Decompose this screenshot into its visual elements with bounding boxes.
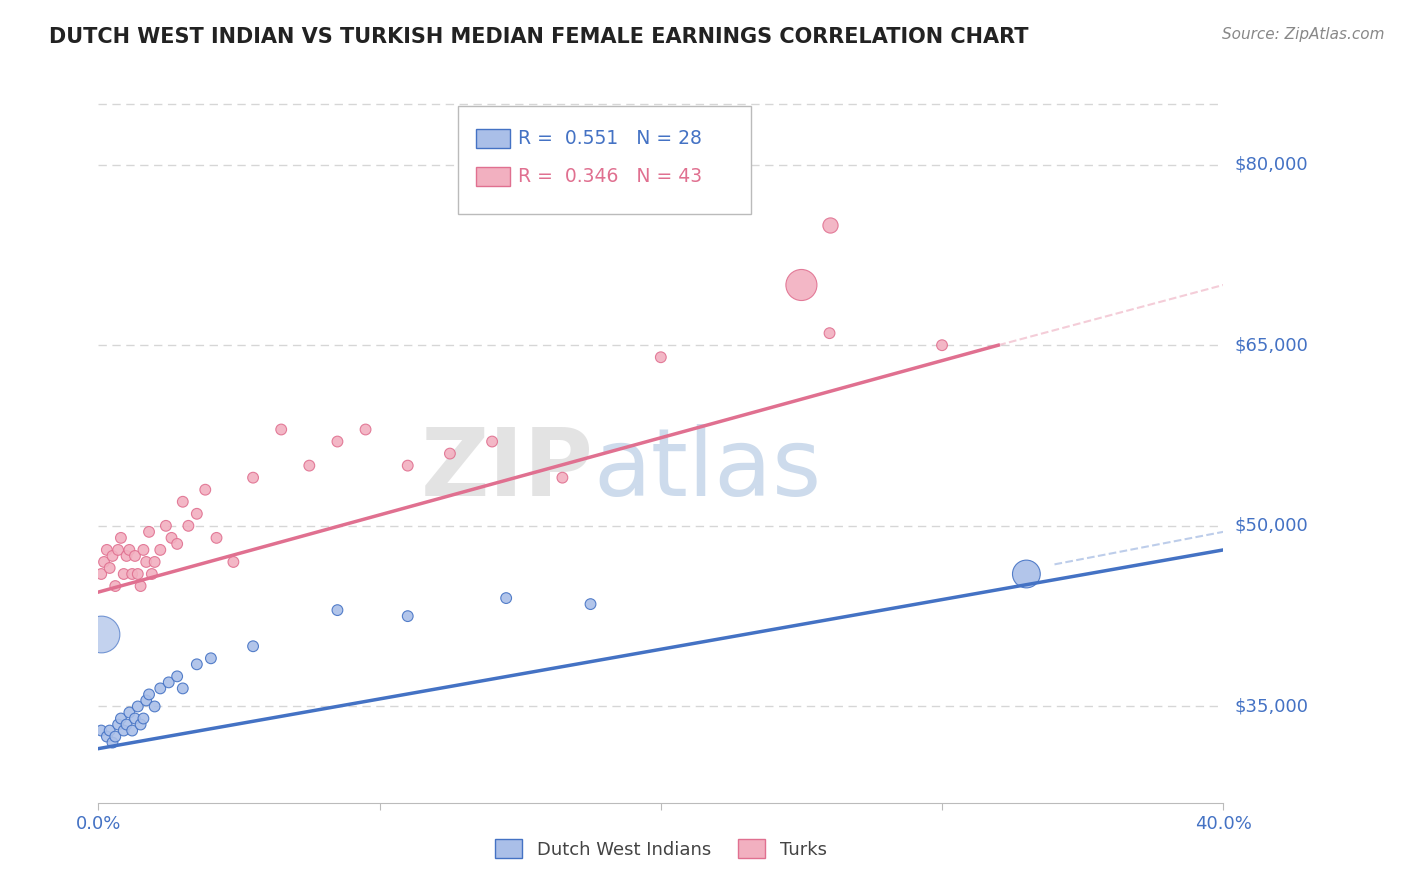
Point [96,730,118,744]
Text: $80,000: $80,000 [1234,155,1308,174]
Point [124,712,146,726]
Text: $50,000: $50,000 [1234,516,1308,535]
Point [135,555,157,569]
Point [149,542,172,557]
Point [790,277,813,292]
Point [149,681,172,696]
Point [194,483,217,497]
Point [90,723,112,738]
Point [270,422,292,436]
Point [166,537,188,551]
Point [115,717,138,731]
Point [112,723,135,738]
Point [579,597,602,611]
Point [495,591,517,606]
Point [186,657,208,672]
Point [132,712,155,726]
Point [138,524,160,539]
Point [166,669,188,683]
Point [129,579,152,593]
Point [143,555,166,569]
Point [127,567,149,582]
FancyBboxPatch shape [458,105,751,214]
Legend: Dutch West Indians, Turks: Dutch West Indians, Turks [488,832,834,866]
Text: atlas: atlas [593,425,821,516]
Point [242,470,264,484]
Point [115,549,138,563]
Text: R =  0.551   N = 28: R = 0.551 N = 28 [517,129,702,148]
Point [354,422,377,436]
Point [93,555,115,569]
Point [186,507,208,521]
Point [124,549,146,563]
Point [143,699,166,714]
Point [818,218,841,232]
Point [121,723,143,738]
Point [160,531,183,545]
Point [98,561,121,575]
Point [104,579,127,593]
Point [141,567,163,582]
Point [326,434,349,449]
Point [818,326,841,340]
Point [104,730,127,744]
Text: $65,000: $65,000 [1234,336,1309,354]
Point [481,434,503,449]
Point [110,531,132,545]
Point [172,494,194,508]
Point [177,518,200,533]
Text: Source: ZipAtlas.com: Source: ZipAtlas.com [1222,27,1385,42]
Point [132,542,155,557]
Text: R =  0.346   N = 43: R = 0.346 N = 43 [517,167,702,186]
Point [118,706,141,720]
Point [222,555,245,569]
FancyBboxPatch shape [477,167,510,186]
Point [107,542,129,557]
Point [101,735,124,749]
Point [107,717,129,731]
Point [138,687,160,701]
Text: $35,000: $35,000 [1234,698,1309,715]
Point [326,603,349,617]
Point [205,531,228,545]
Point [551,470,574,484]
Point [110,712,132,726]
Point [96,542,118,557]
Point [90,627,112,641]
Point [172,681,194,696]
Point [650,350,672,364]
Point [396,458,419,473]
Point [121,567,143,582]
Point [157,675,180,690]
Point [931,338,953,352]
Point [242,639,264,653]
Point [90,567,112,582]
Point [155,518,177,533]
Point [298,458,321,473]
Text: DUTCH WEST INDIAN VS TURKISH MEDIAN FEMALE EARNINGS CORRELATION CHART: DUTCH WEST INDIAN VS TURKISH MEDIAN FEMA… [49,27,1029,46]
Point [112,567,135,582]
Text: ZIP: ZIP [420,425,593,516]
Point [439,446,461,460]
Point [129,717,152,731]
Point [396,609,419,624]
Point [135,693,157,707]
Point [127,699,149,714]
FancyBboxPatch shape [477,129,510,148]
Point [101,549,124,563]
Point [1015,567,1038,582]
Point [98,723,121,738]
Point [118,542,141,557]
Point [200,651,222,665]
